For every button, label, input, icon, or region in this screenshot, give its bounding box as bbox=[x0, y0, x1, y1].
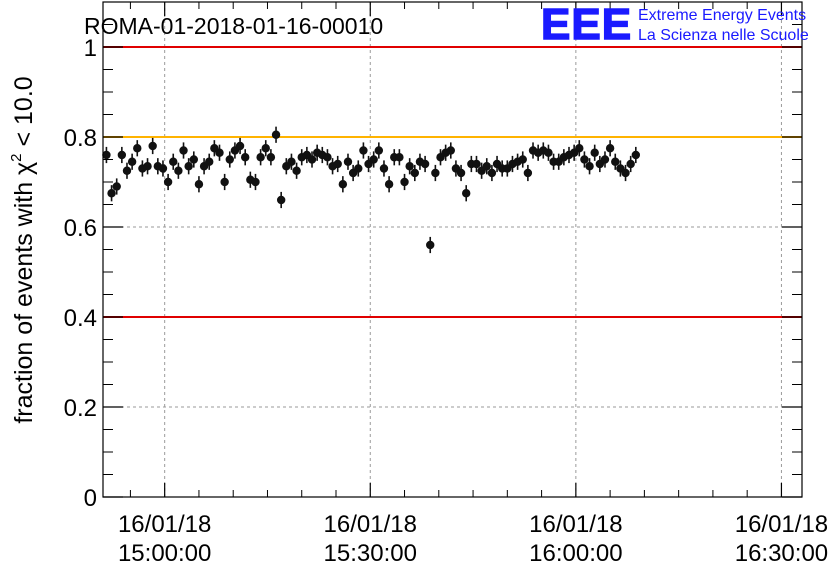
data-point bbox=[174, 166, 183, 175]
data-point bbox=[585, 162, 594, 171]
x-tick-label-date: 16/01/18 bbox=[118, 511, 211, 538]
data-point bbox=[605, 144, 615, 153]
data-point bbox=[359, 146, 368, 155]
data-point bbox=[621, 168, 630, 178]
data-point bbox=[261, 144, 270, 153]
data-point bbox=[251, 177, 260, 187]
data-point bbox=[544, 148, 553, 157]
data-point bbox=[395, 153, 404, 162]
data-point bbox=[590, 148, 599, 157]
x-tick-label-time: 16:30:00 bbox=[735, 540, 828, 567]
x-tick-label-date: 16/01/18 bbox=[735, 511, 828, 538]
data-point bbox=[410, 168, 420, 178]
data-point bbox=[276, 195, 286, 205]
data-point bbox=[127, 157, 137, 166]
data-point bbox=[580, 155, 589, 164]
data-points bbox=[102, 126, 641, 254]
data-point bbox=[611, 157, 620, 166]
data-point bbox=[575, 144, 584, 153]
data-point bbox=[518, 155, 527, 164]
y-axis: 0 0.2 0.4 0.6 0.8 1 bbox=[64, 24, 802, 512]
data-point bbox=[462, 189, 471, 198]
x-tick-label-time: 16:00:00 bbox=[529, 540, 622, 567]
x-tick-label-time: 15:00:00 bbox=[118, 540, 211, 567]
data-point bbox=[102, 150, 111, 160]
data-point bbox=[189, 155, 199, 164]
data-point bbox=[215, 148, 224, 157]
data-point bbox=[292, 166, 301, 175]
data-point bbox=[323, 153, 332, 162]
data-point bbox=[184, 162, 193, 171]
data-point bbox=[374, 146, 384, 155]
data-point bbox=[600, 155, 610, 164]
data-point bbox=[420, 159, 430, 169]
data-point bbox=[307, 155, 317, 164]
data-point bbox=[271, 130, 281, 139]
eee-logo-line1: Extreme Energy Events bbox=[638, 7, 806, 24]
eee-logo-mark: EEE bbox=[541, 0, 632, 49]
y-axis-label-suffix: < 10.0 bbox=[10, 76, 38, 153]
data-point bbox=[205, 157, 214, 166]
data-point bbox=[143, 162, 152, 171]
data-point bbox=[379, 164, 389, 173]
data-point bbox=[107, 189, 116, 198]
reference-lines bbox=[103, 46, 802, 318]
data-point bbox=[133, 144, 142, 153]
y-tick-label: 0.2 bbox=[64, 395, 97, 422]
x-tick-label-date: 16/01/18 bbox=[324, 511, 417, 538]
data-point bbox=[523, 168, 533, 178]
data-point bbox=[343, 157, 353, 166]
data-point bbox=[163, 177, 173, 187]
data-point bbox=[338, 180, 348, 189]
data-point bbox=[400, 177, 409, 187]
y-tick-label: 0 bbox=[84, 485, 97, 512]
y-tick-label: 1 bbox=[84, 35, 97, 62]
data-point bbox=[220, 177, 229, 187]
data-point bbox=[487, 168, 497, 178]
data-point bbox=[446, 146, 455, 155]
data-point bbox=[354, 164, 363, 173]
data-point bbox=[426, 240, 435, 250]
x-axis: 16/01/1815:00:0016/01/1815:30:0016/01/18… bbox=[118, 2, 828, 567]
data-point bbox=[179, 146, 188, 155]
y-axis-label-symbol: χ bbox=[10, 162, 38, 175]
data-point bbox=[431, 168, 440, 178]
data-point bbox=[631, 150, 641, 160]
y-tick-label: 0.4 bbox=[64, 305, 97, 332]
data-point bbox=[405, 162, 414, 171]
data-point bbox=[194, 180, 204, 189]
data-point bbox=[169, 157, 178, 166]
data-point bbox=[287, 157, 296, 166]
data-point bbox=[117, 150, 127, 160]
data-point bbox=[122, 166, 132, 175]
data-point bbox=[235, 141, 245, 151]
y-tick-label: 0.8 bbox=[64, 125, 97, 152]
data-point bbox=[240, 153, 250, 162]
data-point bbox=[225, 155, 234, 164]
data-point bbox=[472, 159, 481, 169]
y-tick-label: 0.6 bbox=[64, 215, 97, 242]
chart-title: ROMA-01-2018-01-16-00010 bbox=[84, 13, 383, 39]
data-point bbox=[384, 180, 394, 189]
data-point bbox=[256, 153, 265, 162]
x-tick-label-time: 15:30:00 bbox=[324, 540, 417, 567]
y-axis-label: fraction of events with χ2 < 10.0 bbox=[8, 76, 38, 423]
x-tick-label-date: 16/01/18 bbox=[529, 511, 622, 538]
eee-logo-line2: La Scienza nelle Scuole bbox=[638, 27, 809, 44]
eee-logo: EEE Extreme Energy Events La Scienza nel… bbox=[540, 0, 809, 50]
y-axis-label-superscript: 2 bbox=[8, 153, 25, 161]
data-point bbox=[333, 159, 342, 169]
data-point bbox=[482, 162, 491, 171]
data-point bbox=[626, 159, 635, 169]
data-point bbox=[369, 155, 378, 164]
data-point bbox=[266, 153, 276, 162]
y-axis-label-prefix: fraction of events with bbox=[10, 175, 38, 424]
data-point bbox=[456, 168, 466, 178]
data-point bbox=[158, 164, 168, 173]
data-point bbox=[148, 141, 157, 151]
data-point bbox=[112, 182, 121, 191]
